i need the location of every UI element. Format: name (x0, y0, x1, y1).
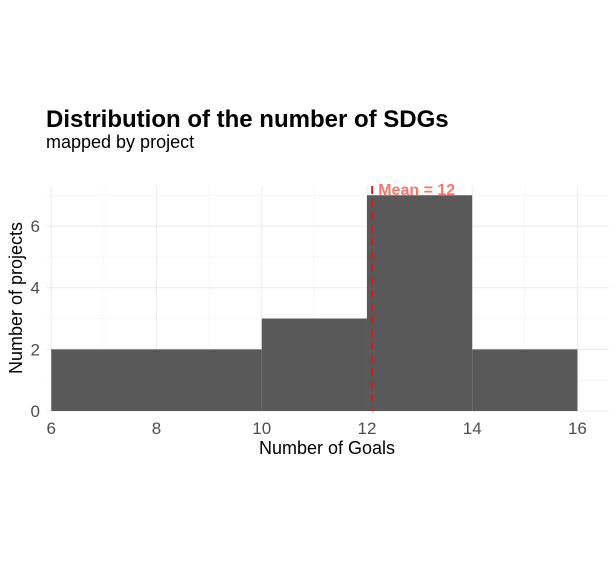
mean-label: Mean = 12 (378, 182, 455, 199)
tick-labels: 6 8 10 12 14 16 0 2 4 6 (31, 217, 587, 438)
mean-annotation: Mean = 12 (371, 182, 455, 411)
x-tick-label: 10 (252, 419, 271, 438)
y-tick-label: 4 (31, 279, 40, 298)
x-tick-label: 8 (152, 419, 161, 438)
y-tick-label: 2 (31, 340, 40, 359)
y-tick-label: 0 (31, 402, 40, 421)
chart-subtitle: mapped by project (46, 132, 194, 152)
x-axis-title: Number of Goals (259, 438, 395, 458)
chart-title: Distribution of the number of SDGs (46, 106, 449, 133)
histogram-bar (472, 349, 578, 411)
x-tick-label: 12 (358, 419, 377, 438)
x-tick-label: 16 (568, 419, 587, 438)
histogram-bar (51, 349, 157, 411)
x-tick-label: 14 (463, 419, 482, 438)
bars (51, 195, 578, 411)
histogram-bar (366, 195, 473, 411)
y-tick-label: 6 (31, 217, 40, 236)
histogram-bar (261, 318, 367, 411)
histogram-bar (156, 349, 262, 411)
y-axis-title: Number of projects (6, 222, 26, 374)
x-tick-label: 6 (47, 419, 56, 438)
